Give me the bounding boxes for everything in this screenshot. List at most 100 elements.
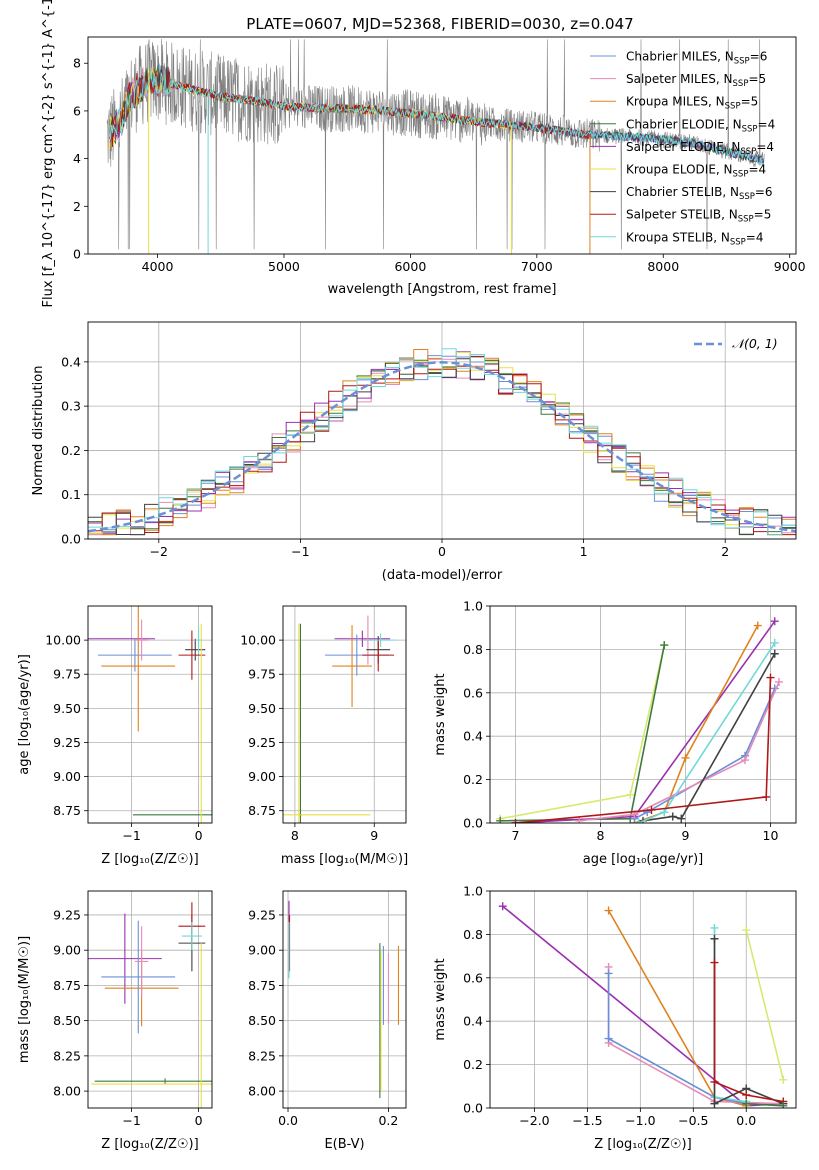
y-tick-label: 8.00 xyxy=(248,1084,276,1099)
x-tick-label: 9000 xyxy=(774,259,806,274)
x-tick-label: 10 xyxy=(763,828,779,843)
x-axis-label: Z [log₁₀(Z/Z☉)] xyxy=(594,1137,691,1152)
weight-marker xyxy=(741,756,749,765)
y-tick-label: 0.8 xyxy=(463,642,483,657)
y-tick-label: 0.1 xyxy=(61,487,81,502)
weight-line xyxy=(745,929,785,1080)
weight-marker xyxy=(779,1101,788,1108)
y-tick-label: 9.00 xyxy=(53,943,81,958)
y-tick-label: 8 xyxy=(73,56,81,71)
y-tick-label: 9.25 xyxy=(53,907,81,922)
axes-frame xyxy=(87,605,213,824)
y-tick-label: 10.00 xyxy=(240,633,276,648)
legend-label: Kroupa MILES, NSSP=5 xyxy=(626,95,758,112)
x-tick-label: 0.0 xyxy=(736,1113,756,1128)
weight-marker xyxy=(779,1075,788,1084)
y-tick-label: 9.25 xyxy=(248,735,276,750)
weight-marker xyxy=(710,1077,719,1086)
x-tick-label: 8000 xyxy=(647,259,679,274)
weight-marker xyxy=(604,1034,613,1043)
y-tick-label: 0.4 xyxy=(61,354,81,369)
weight-marker xyxy=(681,753,690,762)
data-point xyxy=(332,625,372,707)
legend-label: Chabrier STELIB, NSSP=6 xyxy=(626,185,773,202)
data-point xyxy=(101,606,176,732)
y-tick-label: 9.75 xyxy=(248,667,276,682)
x-tick-label: −1 xyxy=(122,1113,140,1128)
axes-frame xyxy=(489,605,797,824)
x-tick-label: −1 xyxy=(122,828,140,843)
x-tick-label: −1 xyxy=(291,544,309,559)
y-axis-label: Normed distribution xyxy=(31,366,46,496)
x-tick-label: 9 xyxy=(370,828,378,843)
weight-line xyxy=(713,962,784,1103)
y-tick-label: 1.0 xyxy=(463,884,483,899)
y-tick-label: 0.2 xyxy=(463,1057,483,1072)
residual-histogram xyxy=(88,358,796,536)
data-point xyxy=(181,922,202,951)
y-tick-label: 8.25 xyxy=(248,1048,276,1063)
panel-massweight-vs-age: 7 8 9 10 0.0 0.2 0.4 0.6 0.8 1.0 age [log₁₀(age/yr… xyxy=(433,599,797,867)
weight-marker xyxy=(647,805,656,814)
errorbar-plot-area xyxy=(88,902,212,1108)
weight-marker xyxy=(626,790,635,799)
weight-marker xyxy=(575,816,584,823)
x-tick-label: 1 xyxy=(580,544,588,559)
x-tick-label: 5000 xyxy=(268,259,300,274)
x-tick-label: 6000 xyxy=(394,259,426,274)
legend-label: Salpeter MILES, NSSP=5 xyxy=(626,72,766,89)
weight-marker xyxy=(604,906,613,915)
y-tick-label: 0.6 xyxy=(463,970,483,985)
x-tick-label: 7 xyxy=(512,828,520,843)
weight-marker xyxy=(668,812,677,821)
weight-marker xyxy=(660,641,669,650)
x-tick-label: 0 xyxy=(438,544,446,559)
x-tick-label: −2.0 xyxy=(519,1113,549,1128)
y-tick-label: 0 xyxy=(73,247,81,262)
data-point xyxy=(134,619,149,661)
weight-line xyxy=(607,973,747,1105)
weight-line xyxy=(642,653,776,822)
legend-label: 𝒩(0, 1) xyxy=(732,336,778,351)
x-tick-label: 0 xyxy=(195,828,203,843)
panel-age-vs-mass: 8 9 8.75 9.00 9.25 9.50 9.75 10.00 mass [log₁₀(M… xyxy=(240,605,408,867)
legend-label: Salpeter STELIB, NSSP=5 xyxy=(626,208,771,225)
y-tick-label: 9.00 xyxy=(53,769,81,784)
y-tick-label: 8.75 xyxy=(53,803,81,818)
errorbar-plot-area xyxy=(288,900,400,1099)
y-tick-label: 0.2 xyxy=(61,443,81,458)
weight-marker xyxy=(496,816,505,823)
x-tick-label: 0.0 xyxy=(278,1113,298,1128)
y-tick-label: 0.0 xyxy=(463,1101,483,1116)
y-tick-label: 0.3 xyxy=(61,399,81,414)
weight-series xyxy=(710,958,788,1106)
observed-spectrum xyxy=(106,38,765,250)
weight-series xyxy=(634,638,779,823)
weights-plot-area xyxy=(496,617,783,823)
model-spectrum-line xyxy=(109,70,765,166)
data-point xyxy=(185,638,206,661)
weight-marker xyxy=(762,792,771,801)
residual-histogram xyxy=(88,358,796,536)
figure-title: PLATE=0607, MJD=52368, FIBERID=0030, z=0… xyxy=(246,15,633,33)
x-axis-label: wavelength [Angstrom, rest frame] xyxy=(328,282,557,297)
y-tick-label: 0.4 xyxy=(463,729,483,744)
weight-marker xyxy=(643,808,652,817)
axes-frame xyxy=(489,890,797,1109)
weight-line xyxy=(579,681,780,822)
weight-line xyxy=(515,677,772,823)
y-tick-label: 0.0 xyxy=(61,532,81,547)
x-tick-label: 9 xyxy=(682,828,690,843)
panel-massweight-vs-Z: −2.0 −1.5 −1.0 −0.5 0.0 0.0 0.2 0.4 0.6 0.8 1.0 Z [… xyxy=(433,884,797,1152)
x-tick-label: 8 xyxy=(597,828,605,843)
axes-frame xyxy=(282,605,407,824)
y-axis-label: mass weight xyxy=(433,958,448,1040)
y-tick-label: 10.00 xyxy=(45,633,81,648)
weight-marker xyxy=(753,621,762,630)
axes-frame xyxy=(282,890,407,1109)
legend-label: Kroupa STELIB, NSSP=4 xyxy=(626,230,764,247)
y-tick-label: 6 xyxy=(73,103,81,118)
legend-label: Chabrier ELODIE, NSSP=4 xyxy=(626,117,775,134)
errorbar-plot-area xyxy=(283,615,397,823)
